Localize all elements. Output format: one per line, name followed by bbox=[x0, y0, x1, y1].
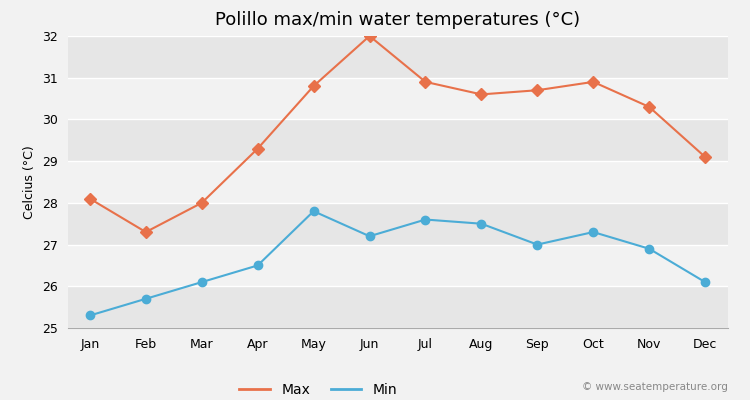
Max bbox=[197, 200, 206, 205]
Y-axis label: Celcius (°C): Celcius (°C) bbox=[23, 145, 36, 219]
Min bbox=[421, 217, 430, 222]
Max bbox=[589, 80, 598, 84]
Min bbox=[532, 242, 542, 247]
Min bbox=[197, 280, 206, 284]
Bar bbox=[68, 78, 728, 120]
Max bbox=[645, 104, 654, 109]
Max bbox=[141, 230, 150, 234]
Max bbox=[309, 84, 318, 88]
Min bbox=[141, 296, 150, 301]
Line: Max: Max bbox=[86, 32, 710, 236]
Max bbox=[254, 146, 262, 151]
Legend: Max, Min: Max, Min bbox=[234, 378, 403, 400]
Max bbox=[365, 34, 374, 38]
Bar bbox=[68, 203, 728, 244]
Min bbox=[86, 313, 94, 318]
Min bbox=[309, 209, 318, 214]
Bar bbox=[68, 161, 728, 203]
Min bbox=[477, 221, 486, 226]
Text: © www.seatemperature.org: © www.seatemperature.org bbox=[582, 382, 728, 392]
Max bbox=[700, 154, 709, 159]
Max bbox=[532, 88, 542, 93]
Min bbox=[700, 280, 709, 284]
Max bbox=[477, 92, 486, 97]
Min bbox=[645, 246, 654, 251]
Bar bbox=[68, 244, 728, 286]
Line: Min: Min bbox=[86, 207, 710, 320]
Bar bbox=[68, 120, 728, 161]
Max bbox=[86, 196, 94, 201]
Bar bbox=[68, 36, 728, 78]
Min bbox=[254, 263, 262, 268]
Bar bbox=[68, 286, 728, 328]
Min bbox=[365, 234, 374, 239]
Title: Polillo max/min water temperatures (°C): Polillo max/min water temperatures (°C) bbox=[215, 11, 580, 29]
Min bbox=[589, 230, 598, 234]
Max bbox=[421, 80, 430, 84]
